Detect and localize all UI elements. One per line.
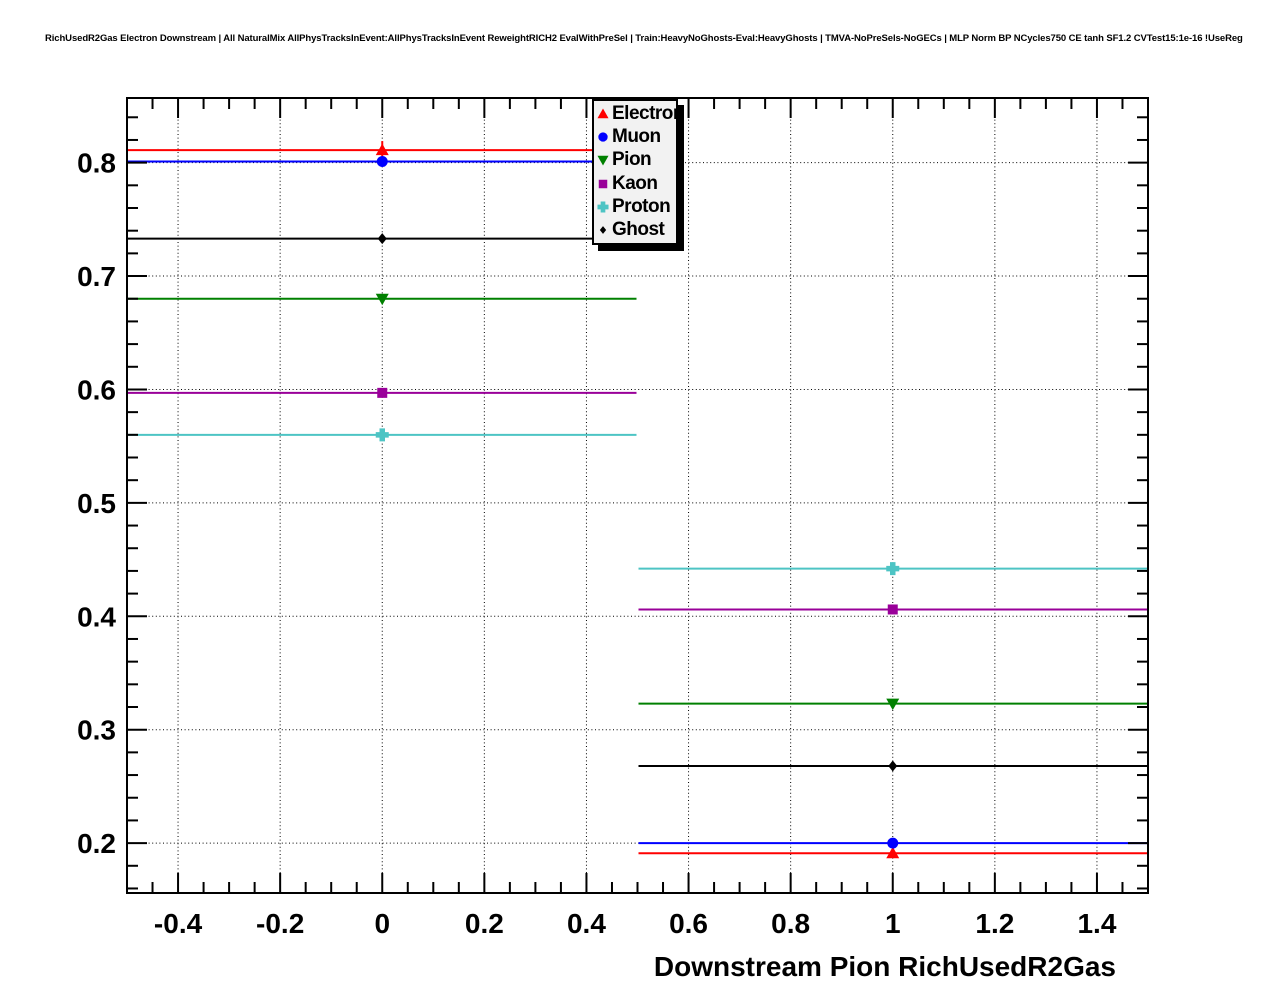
- axis-ticks: [127, 98, 1148, 893]
- cross-icon: [594, 198, 612, 216]
- cross-icon: [375, 428, 389, 442]
- y-tick-label: 0.8: [77, 148, 116, 179]
- legend-item-kaon: Kaon: [594, 172, 676, 195]
- circle-icon: [598, 132, 608, 142]
- y-tick-label: 0.6: [77, 374, 116, 405]
- x-tick-label: 0.2: [465, 908, 504, 939]
- x-tick-label: -0.4: [154, 908, 203, 939]
- plot-title: RichUsedR2Gas Electron Downstream | All …: [45, 33, 1243, 44]
- y-tick-label: 0.4: [77, 601, 116, 632]
- legend-label: Ghost: [612, 219, 665, 241]
- triangle-up-icon: [597, 108, 609, 118]
- x-tick-labels: -0.4 -0.2 0 0.2 0.4 0.6 0.8 1 1.2 1.4: [154, 908, 1117, 939]
- square-icon: [594, 175, 612, 193]
- legend-label: Pion: [612, 149, 652, 171]
- triangle-up-icon: [886, 846, 900, 859]
- circle-icon: [376, 156, 388, 168]
- x-axis-title: Downstream Pion RichUsedR2Gas: [653, 951, 1116, 982]
- triangle-up-icon: [375, 143, 389, 156]
- series-ghost: [128, 233, 1147, 772]
- x-tick-label: 0.4: [567, 908, 606, 939]
- x-tick-label: 0.6: [669, 908, 708, 939]
- legend-label: Muon: [612, 125, 661, 147]
- diamond-icon: [377, 233, 387, 245]
- series-muon: [128, 156, 1147, 849]
- series-kaon: [128, 387, 1147, 615]
- legend-item-ghost: Ghost: [594, 219, 676, 242]
- diamond-icon: [594, 221, 612, 239]
- series-proton: [128, 428, 1147, 576]
- y-tick-label: 0.3: [77, 715, 116, 746]
- legend-label: Proton: [612, 195, 671, 217]
- x-tick-label: 1.4: [1077, 908, 1116, 939]
- circle-icon: [594, 128, 612, 146]
- triangle-down-icon: [597, 156, 609, 166]
- cross-icon: [886, 562, 900, 576]
- legend-item-pion: Pion: [594, 149, 676, 172]
- y-tick-label: 0.7: [77, 261, 116, 292]
- square-icon: [377, 387, 388, 398]
- circle-icon: [887, 837, 899, 849]
- y-tick-label: 0.5: [77, 488, 116, 519]
- y-tick-label: 0.2: [77, 828, 116, 859]
- x-tick-label: 1: [885, 908, 901, 939]
- series-electron: [128, 141, 1147, 859]
- series-pion: [128, 293, 1147, 711]
- diamond-icon: [599, 226, 607, 235]
- gridlines: [127, 98, 1148, 893]
- x-tick-label: 0: [374, 908, 390, 939]
- square-icon: [887, 604, 898, 615]
- triangle-down-icon: [375, 293, 389, 306]
- legend-item-proton: Proton: [594, 195, 676, 218]
- triangle-down-icon: [886, 698, 900, 711]
- square-icon: [598, 179, 608, 188]
- legend-label: Electron: [612, 102, 685, 124]
- x-tick-label: 0.8: [771, 908, 810, 939]
- triangle-down-icon: [594, 151, 612, 169]
- legend-item-electron: Electron: [594, 102, 685, 125]
- x-tick-label: -0.2: [256, 908, 304, 939]
- x-tick-label: 1.2: [975, 908, 1014, 939]
- legend-label: Kaon: [612, 172, 658, 194]
- cross-icon: [597, 201, 609, 213]
- diamond-icon: [888, 760, 898, 772]
- triangle-up-icon: [594, 105, 612, 123]
- legend-box: Electron Muon Pion Kaon Proton Ghost: [592, 99, 685, 245]
- legend-item-muon: Muon: [594, 125, 676, 148]
- y-tick-labels: 0.2 0.3 0.4 0.5 0.6 0.7 0.8: [77, 148, 116, 859]
